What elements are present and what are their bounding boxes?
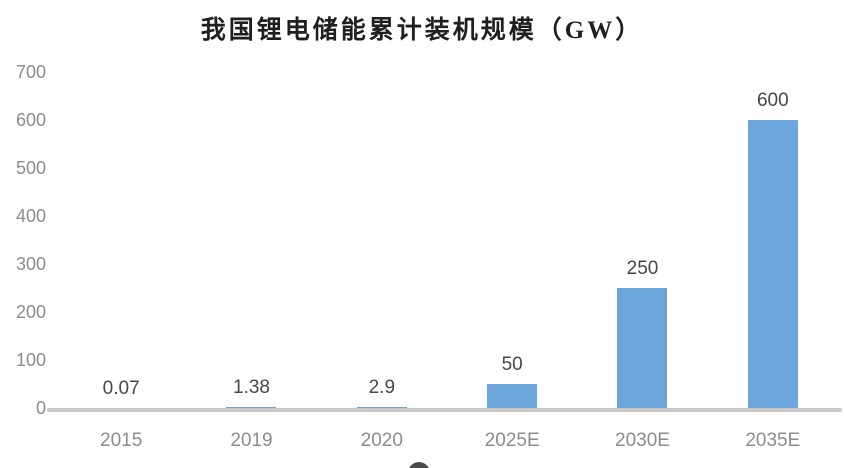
bar-slot: 50 — [447, 72, 577, 408]
y-axis-tick-label: 700 — [15, 62, 46, 82]
x-axis-tick-label: 2025E — [484, 430, 540, 451]
bar-slot: 2.9 — [317, 72, 447, 408]
bar-slot: 0.07 — [56, 72, 186, 408]
bar-value-label: 600 — [756, 90, 789, 111]
bar-value-label: 1.38 — [233, 377, 270, 399]
watermark-dot — [408, 462, 430, 468]
bar-slot: 1.38 — [186, 72, 316, 408]
y-axis-tick-label: 600 — [15, 110, 46, 130]
bar — [747, 120, 798, 408]
bar-value-label: 50 — [501, 354, 523, 375]
x-axis: 2015 2019 2020 2025E 2030E 2035E — [56, 428, 838, 454]
y-axis-tick-label: 200 — [15, 302, 46, 322]
bar-slot: 600 — [708, 72, 838, 408]
y-axis: 0 100 200 300 400 500 600 700 — [0, 62, 46, 418]
x-axis-tick-label: 2019 — [230, 430, 273, 451]
bar-value-label: 2.9 — [368, 376, 396, 398]
bar — [226, 407, 277, 408]
y-axis-tick-label: 400 — [15, 206, 46, 226]
bar — [487, 384, 538, 408]
x-axis-line — [47, 408, 842, 412]
x-axis-tick-label: 2035E — [745, 430, 801, 451]
bar — [356, 406, 407, 408]
x-axis-tick-label: 2020 — [360, 430, 403, 451]
bar-value-label: 250 — [626, 258, 659, 279]
y-axis-tick-label: 300 — [15, 254, 46, 274]
x-axis-tick-label: 2030E — [615, 430, 670, 451]
x-axis-tick-label: 2015 — [100, 430, 143, 451]
y-axis-tick-label: 500 — [15, 158, 46, 178]
plot-area: 0.07 1.38 2.9 50 250 600 — [47, 72, 842, 412]
y-axis-tick-label: 0 — [35, 398, 46, 418]
y-axis-tick-label: 100 — [15, 350, 46, 370]
bar-slot: 250 — [577, 72, 707, 408]
chart-title: 我国锂电储能累计装机规模（GW） — [200, 17, 644, 44]
bar-value-label: 0.07 — [102, 377, 140, 399]
bar — [617, 288, 668, 408]
